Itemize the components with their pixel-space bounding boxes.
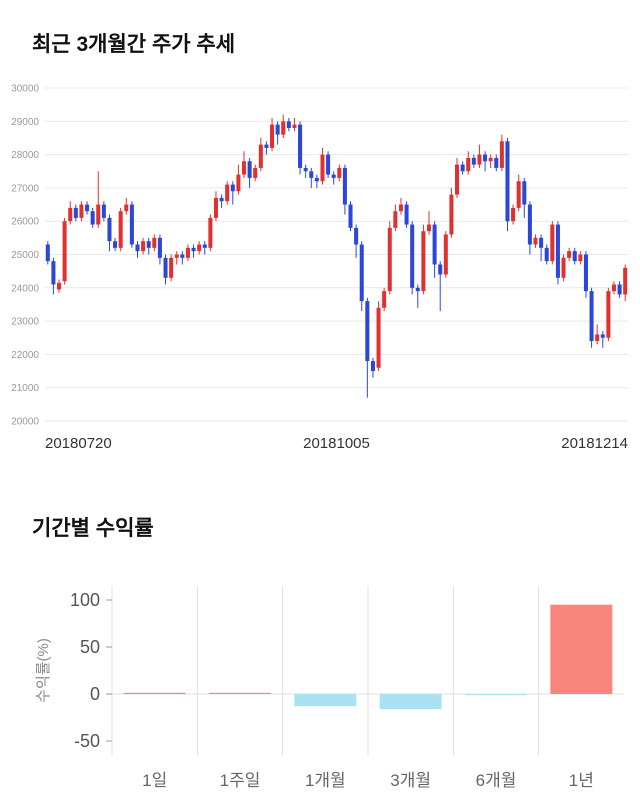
svg-text:0: 0	[90, 684, 100, 704]
svg-text:50: 50	[80, 637, 100, 657]
svg-text:20000: 20000	[11, 417, 39, 428]
svg-text:30000: 30000	[11, 84, 39, 95]
svg-text:28000: 28000	[11, 150, 39, 161]
svg-text:20181214: 20181214	[561, 435, 628, 452]
candlestick-chart: 20000 21000 22000 23000 24000 25000 26000 27000…	[11, 84, 628, 452]
returns-chart-title: 기간별 수익률	[32, 517, 154, 540]
svg-text:24000: 24000	[11, 283, 39, 294]
svg-text:-50: -50	[74, 731, 100, 751]
svg-text:1년: 1년	[569, 771, 594, 790]
price-chart-title: 최근 3개월간 주가 추세	[32, 33, 236, 56]
svg-text:29000: 29000	[11, 117, 39, 128]
svg-text:27000: 27000	[11, 183, 39, 194]
returns-bar-chart: 100 50 0 -50 1일 1주일 1개월 3개월 6개월 1년 수익률(%)	[35, 586, 624, 790]
svg-text:20180720: 20180720	[45, 435, 112, 452]
svg-text:25000: 25000	[11, 250, 39, 261]
svg-text:26000: 26000	[11, 217, 39, 228]
svg-text:6개월: 6개월	[476, 771, 517, 790]
svg-text:21000: 21000	[11, 383, 39, 394]
svg-text:1일: 1일	[142, 771, 167, 790]
svg-text:23000: 23000	[11, 317, 39, 328]
svg-text:22000: 22000	[11, 350, 39, 361]
svg-text:3개월: 3개월	[390, 771, 431, 790]
svg-text:100: 100	[70, 590, 100, 610]
svg-text:20181005: 20181005	[303, 435, 370, 452]
svg-text:수익률(%): 수익률(%)	[35, 638, 52, 703]
svg-text:1주일: 1주일	[220, 771, 261, 790]
svg-text:1개월: 1개월	[305, 771, 346, 790]
